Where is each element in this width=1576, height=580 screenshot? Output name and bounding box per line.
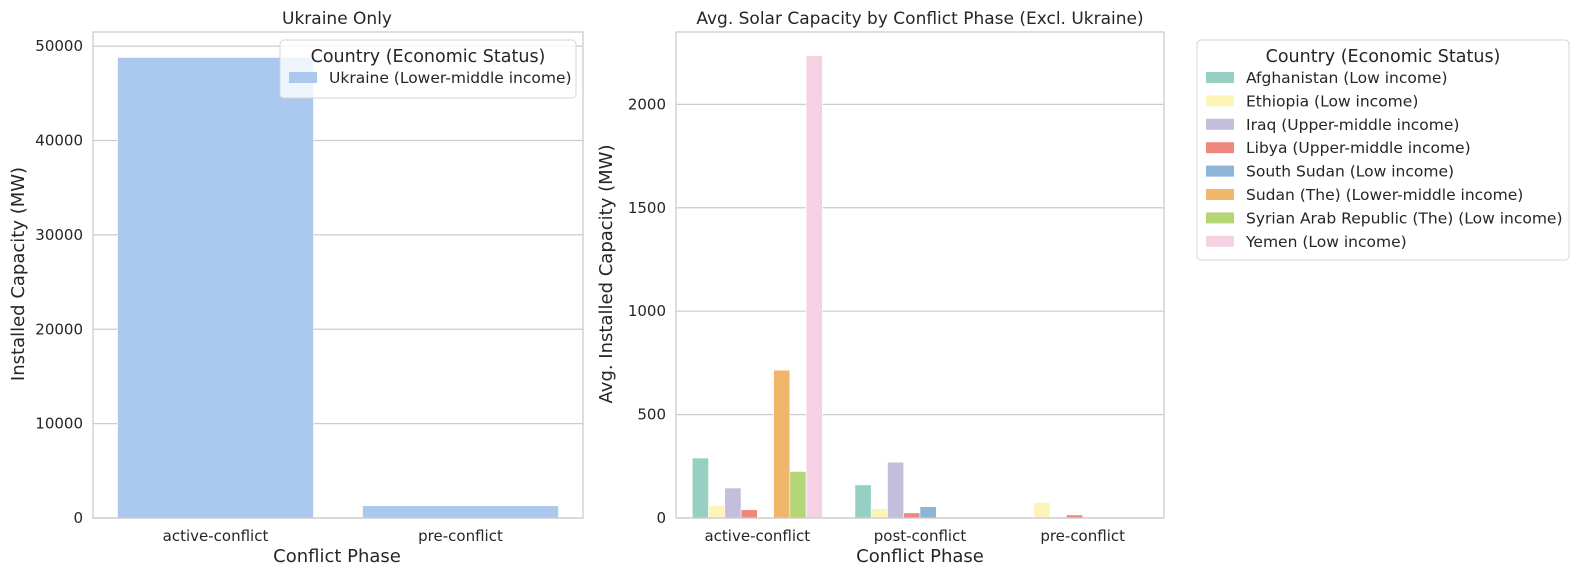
- chart-title: Ukraine Only: [282, 9, 392, 29]
- y-ticks: 0 500 1000 1500 2000: [628, 95, 666, 527]
- y-tick-label: 0: [73, 509, 83, 527]
- y-tick-label: 10000: [35, 415, 83, 433]
- legend-label: Ukraine (Lower-middle income): [329, 69, 572, 87]
- chart-ukraine-only: Ukraine Only Conflict Phase Installed Ca…: [8, 9, 584, 567]
- legend-box: [279, 39, 577, 99]
- y-axis-label: Avg. Installed Capacity (MW): [596, 145, 617, 404]
- bar: [1033, 502, 1051, 519]
- y-tick-label: 0: [656, 509, 666, 527]
- legend-label: Libya (Upper-middle income): [1246, 139, 1471, 157]
- bar: [903, 512, 921, 519]
- legend-swatch: [1206, 165, 1234, 177]
- bar: [870, 508, 888, 519]
- x-ticks: active-conflict pre-conflict: [163, 527, 503, 545]
- legend-label: Afghanistan (Low income): [1246, 69, 1448, 87]
- plot-frame: [92, 31, 584, 519]
- x-tick-label: pre-conflict: [1040, 527, 1125, 545]
- x-axis-label: Conflict Phase: [273, 546, 401, 567]
- legend-swatch: [1206, 142, 1234, 154]
- chart-title: Avg. Solar Capacity by Conflict Phase (E…: [696, 9, 1143, 29]
- y-ticks: 0 10000 20000 30000 40000 50000: [35, 37, 83, 527]
- bars: [117, 57, 559, 519]
- legend-swatch: [1206, 212, 1234, 224]
- bar: [805, 55, 823, 519]
- legend-swatch: [1206, 235, 1234, 247]
- x-tick-label: active-conflict: [163, 527, 269, 545]
- bar: [789, 471, 807, 519]
- legend-title: Country (Economic Status): [1266, 47, 1501, 67]
- y-axis-label: Installed Capacity (MW): [8, 167, 29, 381]
- legend-swatch: [1206, 189, 1234, 200]
- legend-label: Syrian Arab Republic (The) (Low income): [1246, 209, 1563, 227]
- legend: Country (Economic Status) Afghanistan (L…: [1196, 39, 1570, 261]
- bar: [854, 484, 872, 519]
- y-tick-label: 40000: [35, 132, 83, 150]
- y-tick-label: 1000: [628, 302, 666, 320]
- y-tick-label: 20000: [35, 320, 83, 338]
- legend-label: Iraq (Upper-middle income): [1246, 116, 1459, 134]
- y-tick-label: 50000: [35, 37, 83, 55]
- y-tick-label: 30000: [35, 226, 83, 244]
- bar: [724, 487, 742, 519]
- chart-avg-solar-capacity: Avg. Solar Capacity by Conflict Phase (E…: [596, 9, 1570, 567]
- bar: [740, 509, 758, 519]
- legend-items: Ukraine (Lower-middle income): [289, 69, 572, 87]
- x-tick-label: pre-conflict: [418, 527, 503, 545]
- legend: Country (Economic Status) Ukraine (Lower…: [279, 39, 577, 99]
- legend-items: Afghanistan (Low income) Ethiopia (Low in…: [1206, 69, 1563, 251]
- legend-label: Ethiopia (Low income): [1246, 92, 1418, 110]
- legend-swatch: [1206, 118, 1234, 130]
- x-axis-label: Conflict Phase: [856, 546, 984, 567]
- bar: [708, 505, 726, 519]
- bar: [691, 457, 709, 519]
- legend-title: Country (Economic Status): [311, 47, 546, 67]
- legend-label: Yemen (Low income): [1245, 233, 1407, 251]
- gridlines: [676, 103, 1164, 519]
- x-ticks: active-conflict post-conflict pre-conflict: [704, 527, 1125, 545]
- y-tick-label: 2000: [628, 95, 666, 113]
- legend-swatch: [289, 72, 317, 83]
- bar: [117, 57, 314, 519]
- y-tick-label: 500: [637, 406, 666, 424]
- bars: [691, 55, 1083, 519]
- bar: [362, 505, 559, 519]
- bar: [919, 506, 937, 519]
- legend-label: Sudan (The) (Lower-middle income): [1246, 186, 1523, 204]
- x-tick-label: post-conflict: [874, 527, 967, 545]
- plot-frame: [675, 31, 1165, 519]
- y-tick-label: 1500: [628, 199, 666, 217]
- legend-swatch: [1206, 95, 1234, 107]
- bar: [773, 369, 791, 519]
- legend-swatch: [1206, 72, 1234, 83]
- x-tick-label: active-conflict: [704, 527, 810, 545]
- bar: [887, 461, 905, 519]
- legend-box: [1196, 39, 1570, 261]
- legend-label: South Sudan (Low income): [1246, 163, 1454, 181]
